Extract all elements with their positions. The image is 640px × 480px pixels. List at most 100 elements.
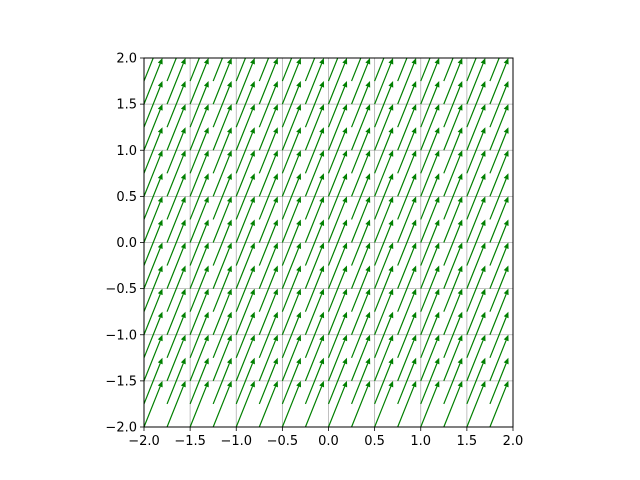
arrow-head [273,242,278,250]
arrow-head [157,311,163,319]
arrow-head [203,311,209,319]
arrow-head [273,380,278,388]
y-tick-label: −2.0 [105,421,137,436]
arrow-shaft [166,63,184,105]
vector-arrow [466,104,486,151]
arrow-shaft [235,109,254,151]
arrow-shaft [166,270,184,312]
arrow-head [411,104,417,111]
vector-arrow [212,242,232,289]
arrow-shaft [281,386,300,427]
arrow-head [319,58,325,65]
vector-arrow [235,380,255,427]
arrow-head [227,311,232,319]
arrow-shaft [189,109,207,151]
arrow-head [180,81,186,88]
arrow-head [319,127,325,134]
vector-arrow [212,81,232,128]
vector-arrow [489,311,509,359]
arrow-shaft [281,63,300,105]
arrow-head [503,380,509,388]
vector-arrow [304,242,325,289]
arrow-shaft [397,155,415,197]
arrow-shaft [351,178,369,220]
arrow-head [411,150,417,157]
vector-arrow [351,265,371,312]
arrow-head [480,58,486,65]
vector-arrow [166,196,186,243]
vector-arrow [235,127,255,174]
arrow-head [342,173,348,180]
arrow-head [296,242,302,250]
arrow-shaft [258,58,270,82]
arrow-shaft [397,224,415,266]
arrow-shaft [189,270,207,312]
arrow-head [250,311,255,319]
arrow-head [434,196,440,203]
vector-arrow [351,81,371,128]
arrow-head [503,104,509,111]
arrow-head [457,173,463,180]
arrow-head [411,196,417,203]
vector-arrow [327,127,348,174]
vector-arrow [258,104,278,151]
arrow-head [434,380,440,388]
arrow-shaft [189,63,207,105]
arrow-head [296,357,302,365]
arrow-shaft [327,224,346,266]
vector-arrow [397,150,417,197]
vector-arrow [466,58,477,82]
vector-arrow [212,311,232,359]
vector-arrow [189,173,209,220]
arrow-shaft [235,63,254,105]
arrow-shaft [466,178,484,220]
arrow-head [227,334,232,342]
arrow-head [273,265,278,273]
vector-arrow [212,357,232,405]
arrow-head [227,357,232,365]
vector-arrow [304,311,325,359]
arrow-shaft [304,58,316,82]
arrow-shaft [327,58,339,82]
vector-arrow [235,357,255,405]
arrow-shaft [489,363,507,405]
arrow-shaft [235,132,254,174]
arrow-head [157,357,163,365]
arrow-shaft [212,247,230,289]
arrow-shaft [258,317,277,359]
vector-arrow [420,196,440,243]
arrow-shaft [166,109,184,151]
arrow-shaft [304,224,323,266]
vector-arrow [420,150,440,197]
arrow-head [457,334,463,342]
arrow-shaft [304,317,323,359]
arrow-head [296,173,302,180]
arrow-head [203,81,209,88]
arrow-head [388,334,394,342]
arrow-head [411,311,417,319]
arrow-head [388,81,394,88]
arrow-head [180,104,186,111]
arrow-head [273,81,278,88]
arrow-shaft [420,109,438,151]
vector-arrow [281,380,302,427]
arrow-head [503,311,509,319]
arrow-shaft [189,224,207,266]
arrow-head [250,265,255,273]
arrow-shaft [212,109,230,151]
vector-arrow [235,288,255,335]
vector-arrow [166,242,186,289]
arrow-shaft [420,270,438,312]
arrow-head [319,380,325,388]
arrow-head [342,265,348,273]
arrow-shaft [281,247,300,289]
vector-arrow [374,357,394,405]
arrow-head [180,357,186,365]
arrow-head [457,242,463,250]
vector-arrow [144,288,163,335]
vector-arrow [144,81,163,128]
arrow-shaft [258,201,277,243]
arrow-head [365,58,371,65]
vector-arrow [258,242,278,289]
arrow-head [365,265,371,273]
